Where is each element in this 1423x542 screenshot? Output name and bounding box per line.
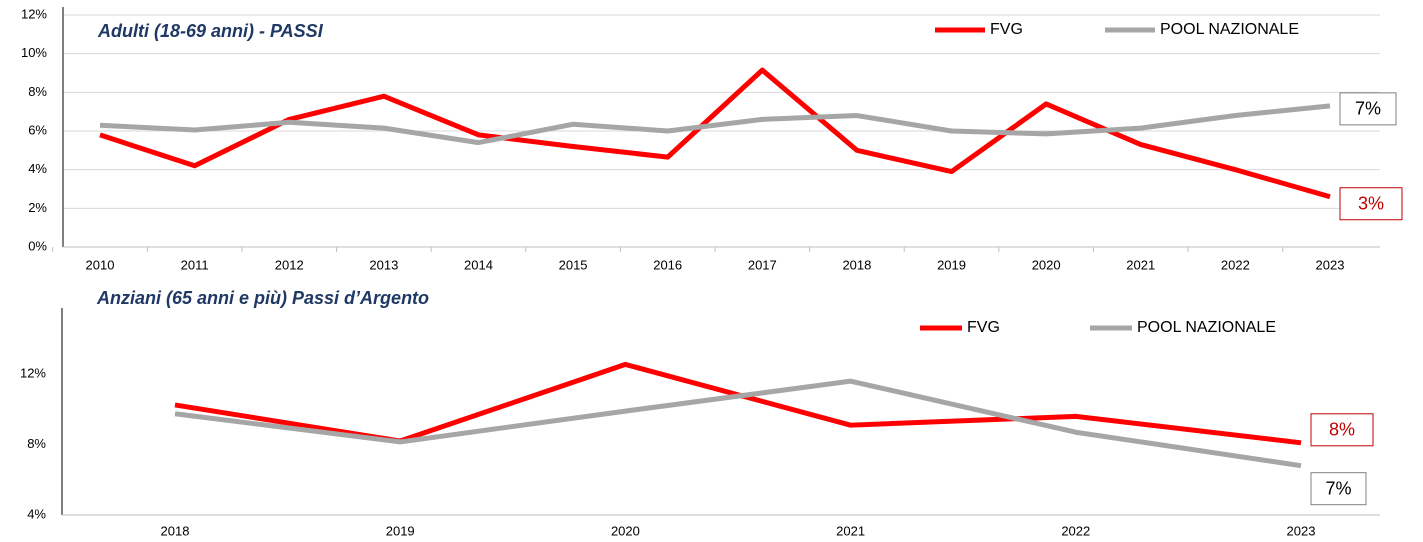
subtitle: Anziani (65 anni e più) Passi d’Argento [96, 288, 429, 308]
x-tick-label: 2017 [748, 257, 777, 272]
x-tick-label: 2021 [1126, 257, 1155, 272]
x-tick-label: 2012 [275, 257, 304, 272]
data-label-box [1310, 413, 1374, 447]
data-label: 7% [1355, 99, 1381, 119]
x-tick-label: 2020 [611, 523, 640, 537]
y-tick-label: 6% [28, 122, 47, 137]
data-label-box [1339, 92, 1397, 126]
data-label: 3% [1358, 193, 1384, 213]
data-label-box [1339, 187, 1403, 221]
x-tick-label: 2022 [1221, 257, 1250, 272]
data-label: 8% [1329, 420, 1355, 440]
y-tick-label: 2% [28, 200, 47, 215]
x-tick-label: 2015 [559, 257, 588, 272]
legend-label: POOL NAZIONALE [1137, 319, 1276, 336]
legend-label: FVG [967, 319, 1000, 336]
x-tick-label: 2018 [161, 523, 190, 537]
x-tick-label: 2021 [836, 523, 865, 537]
data-label-box [1310, 472, 1367, 506]
y-tick-label: 10% [21, 45, 47, 60]
data-label: 7% [1325, 478, 1351, 498]
x-tick-label: 2018 [842, 257, 871, 272]
x-tick-label: 2019 [386, 523, 415, 537]
x-tick-label: 2023 [1316, 257, 1345, 272]
y-tick-label: 12% [20, 366, 46, 381]
legend-label: POOL NAZIONALE [1160, 21, 1299, 38]
x-tick-label: 2023 [1287, 523, 1316, 537]
y-tick-label: 4% [27, 506, 46, 521]
y-tick-label: 12% [21, 6, 47, 21]
line-series [99, 67, 1331, 200]
line-series [174, 361, 1302, 446]
x-tick-label: 2019 [937, 257, 966, 272]
x-tick-label: 2010 [86, 257, 115, 272]
y-tick-label: 4% [28, 161, 47, 176]
legend-label: FVG [990, 21, 1023, 38]
y-tick-label: 8% [28, 84, 47, 99]
x-tick-label: 2022 [1061, 523, 1090, 537]
line-series [174, 378, 1302, 469]
x-tick-label: 2013 [369, 257, 398, 272]
line-series [99, 103, 1331, 146]
x-tick-label: 2016 [653, 257, 682, 272]
x-tick-label: 2011 [181, 257, 209, 272]
y-tick-label: 0% [28, 238, 47, 253]
x-tick-label: 2020 [1032, 257, 1061, 272]
x-tick-label: 2014 [464, 257, 493, 272]
y-tick-label: 8% [27, 436, 46, 451]
subtitle: Adulti (18-69 anni) - PASSI [97, 21, 324, 41]
